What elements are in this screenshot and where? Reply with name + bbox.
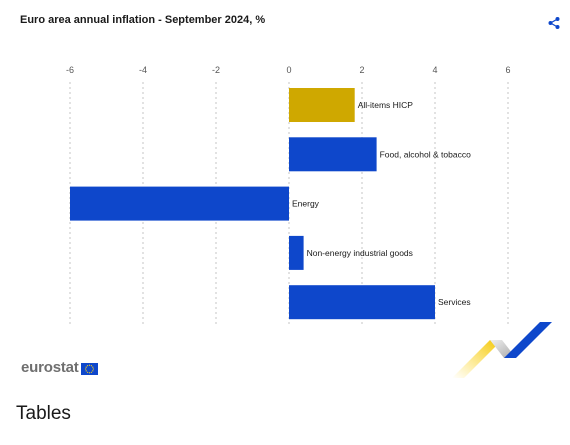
- eurostat-decoration-icon: [452, 322, 552, 378]
- x-tick-label: 2: [359, 65, 364, 75]
- bar: [289, 137, 377, 172]
- eurostat-logo[interactable]: eurostat: [21, 359, 98, 376]
- eurostat-logo-text: eurostat: [21, 359, 79, 376]
- category-label: Non-energy industrial goods: [307, 248, 413, 258]
- chart-title: Euro area annual inflation - September 2…: [20, 14, 266, 26]
- share-icon[interactable]: [547, 16, 561, 30]
- category-label: Energy: [292, 199, 320, 209]
- x-tick-label: 4: [432, 65, 437, 75]
- x-tick-label: -4: [139, 65, 147, 75]
- x-tick-label: 6: [505, 65, 510, 75]
- x-tick-label: 0: [286, 65, 291, 75]
- inflation-bar-chart: -6 -4 -2 0 2 4 6 All-items HICP Food, alcohol & …: [66, 65, 511, 326]
- bar: [289, 88, 355, 122]
- eu-flag-icon: [80, 362, 98, 375]
- tables-heading: Tables: [16, 403, 71, 424]
- bar: [289, 285, 435, 320]
- category-label: Services: [438, 297, 471, 307]
- x-tick-label: -6: [66, 65, 74, 75]
- category-label: All-items HICP: [358, 100, 414, 110]
- x-tick-label: -2: [212, 65, 220, 75]
- bar: [70, 186, 289, 221]
- bar: [289, 235, 304, 270]
- category-label: Food, alcohol & tobacco: [380, 149, 471, 159]
